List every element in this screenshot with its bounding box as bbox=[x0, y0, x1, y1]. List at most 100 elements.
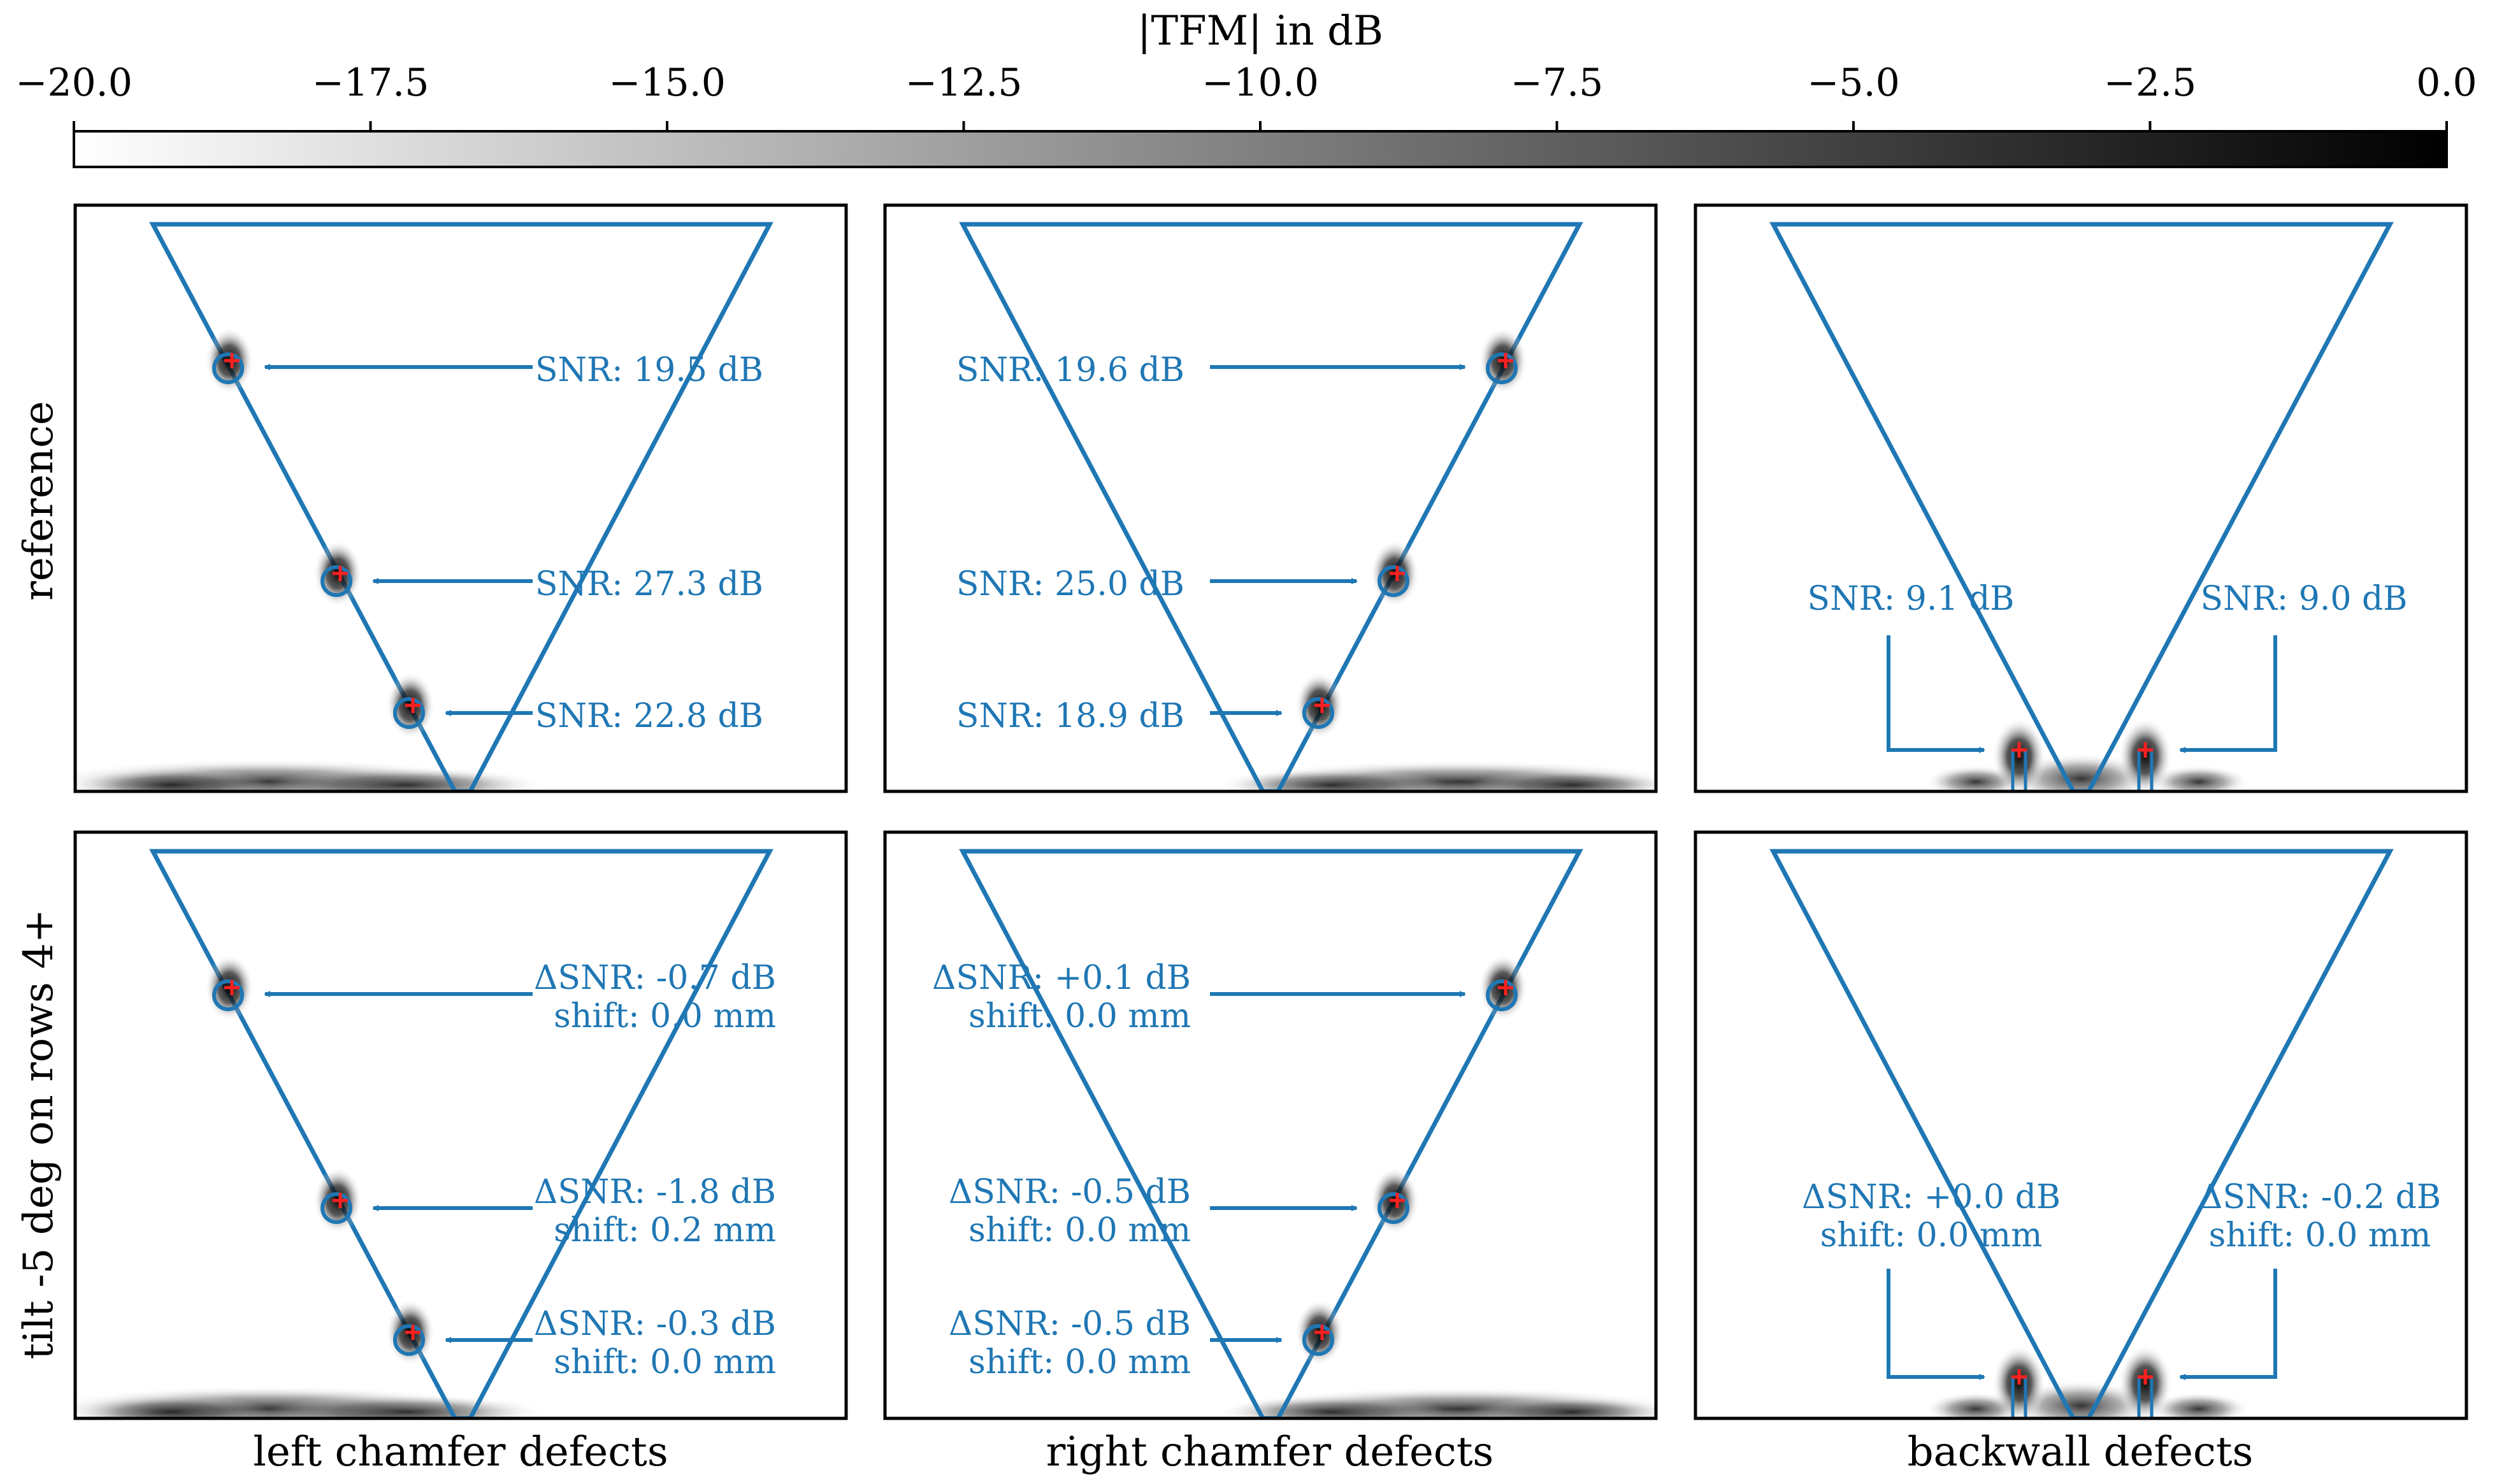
backwall-echo-band bbox=[75, 759, 547, 791]
detected-defect-marker bbox=[1390, 566, 1405, 581]
annotation-arrow bbox=[2179, 1269, 2277, 1380]
true-defect-circle bbox=[320, 565, 352, 597]
snr-annotation-line: ΔSNR: -0.2 dB bbox=[2199, 1178, 2441, 1216]
true-defect-circle bbox=[393, 697, 425, 729]
colorbar-tick-label: −5.0 bbox=[1807, 61, 1900, 105]
detected-defect-marker bbox=[1314, 1325, 1330, 1340]
detected-defect-marker bbox=[2011, 1369, 2027, 1385]
snr-annotation-line: SNR: 27.3 dB bbox=[535, 565, 763, 603]
snr-annotation-line: ΔSNR: -0.5 dB bbox=[949, 1173, 1191, 1211]
specimen-outline bbox=[1769, 222, 2394, 791]
snr-annotation-line: SNR: 25.0 dB bbox=[956, 565, 1184, 603]
snr-annotation-line: ΔSNR: -0.7 dB bbox=[534, 959, 776, 997]
true-defect-circle bbox=[1302, 697, 1334, 729]
colorbar-tick-label: −12.5 bbox=[905, 61, 1023, 105]
snr-annotation-line: SNR: 9.0 dB bbox=[2200, 580, 2407, 618]
snr-annotation: SNR: 27.3 dB bbox=[372, 565, 763, 603]
panel-frame bbox=[73, 203, 848, 793]
snr-annotation: SNR: 22.8 dB bbox=[445, 697, 763, 735]
defect bbox=[1295, 1299, 1344, 1365]
detected-defect-marker bbox=[405, 1325, 421, 1340]
snr-annotation-line: shift: 0.0 mm bbox=[968, 997, 1191, 1035]
colorbar-tick-label: −20.0 bbox=[15, 61, 133, 105]
true-defect-circle bbox=[320, 1192, 352, 1224]
snr-annotation-line: shift: 0.0 mm bbox=[2209, 1216, 2431, 1255]
defect bbox=[1992, 718, 2046, 791]
true-defect-circle bbox=[1486, 352, 1518, 384]
column-label-backwall: backwall defects bbox=[1908, 1429, 2254, 1476]
defect bbox=[386, 1299, 435, 1365]
colorbar: |TFM| in dB −20.0 −17.5 −15.0 −12.5 −10.0 −7.… bbox=[15, 8, 2477, 168]
defect bbox=[1295, 672, 1344, 738]
backwall-echo-band bbox=[1925, 1380, 2250, 1418]
snr-annotation: SNR: 19.6 dB bbox=[956, 351, 1466, 389]
detected-defect-marker bbox=[2011, 742, 2027, 758]
snr-annotation: SNR: 25.0 dB bbox=[956, 565, 1358, 603]
panel-frame bbox=[73, 830, 848, 1420]
backwall-echo-band bbox=[75, 1386, 547, 1418]
true-defect-notch bbox=[2137, 1377, 2154, 1418]
snr-annotation: SNR: 18.9 dB bbox=[956, 697, 1283, 735]
detected-defect-marker bbox=[1390, 1193, 1405, 1208]
detected-defect-marker bbox=[405, 698, 421, 713]
detected-defect-marker bbox=[224, 980, 240, 995]
snr-annotation-line: shift: 0.0 mm bbox=[968, 1343, 1191, 1381]
snr-annotation-line: shift: 0.0 mm bbox=[554, 997, 776, 1035]
defect bbox=[2119, 718, 2172, 791]
true-defect-notch bbox=[2137, 750, 2154, 791]
detected-defect-marker bbox=[1314, 698, 1330, 713]
snr-annotation-line: ΔSNR: +0.1 dB bbox=[932, 959, 1191, 997]
colorbar-tick-label: 0.0 bbox=[2416, 61, 2477, 105]
defect bbox=[386, 672, 435, 738]
defect bbox=[2119, 1345, 2172, 1418]
snr-annotation-line: shift: 0.0 mm bbox=[968, 1211, 1191, 1250]
specimen-outline bbox=[959, 222, 1583, 791]
panel: SNR: 19.5 dB SNR: 27.3 dB SNR: 22.8 dB bbox=[73, 203, 848, 793]
backwall-echo-band bbox=[1925, 753, 2250, 791]
defect bbox=[1371, 540, 1419, 607]
panel-frame bbox=[883, 830, 1658, 1420]
snr-annotation-line: SNR: 19.5 dB bbox=[535, 351, 763, 389]
snr-annotation-line: ΔSNR: +0.0 dB bbox=[1802, 1178, 2061, 1216]
colorbar-gradient bbox=[73, 130, 2448, 168]
panel-frame bbox=[1694, 203, 2468, 793]
specimen-outline bbox=[1769, 849, 2394, 1418]
defect bbox=[205, 328, 254, 394]
defect bbox=[1371, 1167, 1419, 1234]
true-defect-circle bbox=[1378, 565, 1409, 597]
defect bbox=[205, 955, 254, 1021]
backwall-echo-band bbox=[1216, 1387, 1656, 1418]
colorbar-tick-label: −7.5 bbox=[1511, 61, 1604, 105]
detected-defect-marker bbox=[333, 566, 348, 581]
detected-defect-marker bbox=[2138, 1369, 2153, 1385]
panel: SNR: 9.1 dB SNR: 9.0 dB bbox=[1694, 203, 2468, 793]
snr-annotation: SNR: 19.5 dB bbox=[264, 351, 763, 389]
detected-defect-marker bbox=[224, 353, 240, 368]
defect bbox=[313, 540, 362, 607]
colorbar-label: |TFM| in dB bbox=[1137, 8, 1383, 55]
row-label-tilt: tilt -5 deg on rows 4+ bbox=[15, 909, 62, 1359]
snr-annotation-line: SNR: 9.1 dB bbox=[1807, 580, 2014, 618]
defect bbox=[313, 1167, 362, 1234]
snr-annotation-line: shift: 0.2 mm bbox=[554, 1211, 776, 1250]
true-defect-circle bbox=[1378, 1192, 1409, 1224]
snr-annotation-line: ΔSNR: -0.3 dB bbox=[534, 1305, 776, 1343]
snr-annotation-line: shift: 0.0 mm bbox=[1820, 1216, 2043, 1255]
column-label-right-chamfer: right chamfer defects bbox=[1046, 1429, 1494, 1476]
snr-annotation-line: shift: 0.0 mm bbox=[554, 1343, 776, 1381]
defect bbox=[1479, 328, 1527, 394]
true-defect-circle bbox=[393, 1324, 425, 1356]
backwall-echo-band bbox=[1216, 760, 1656, 791]
colorbar-tick-label: −15.0 bbox=[608, 61, 726, 105]
colorbar-tick-label: −2.5 bbox=[2104, 61, 2197, 105]
